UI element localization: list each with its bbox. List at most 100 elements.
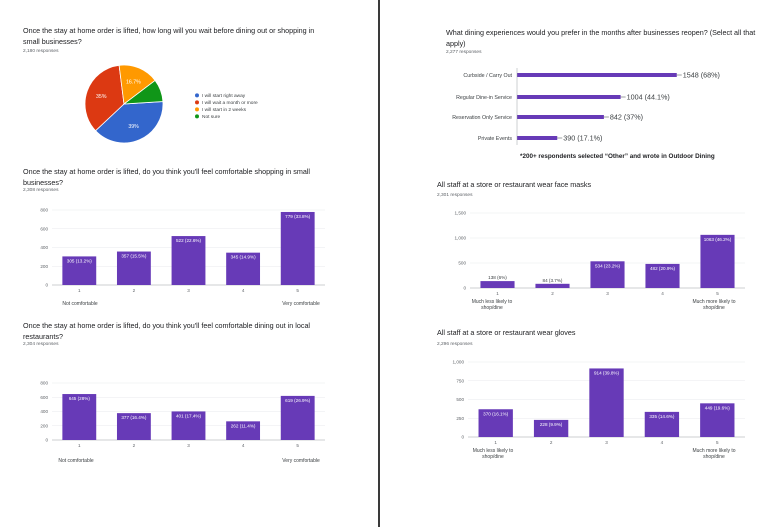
y-tick-label: 250: [456, 416, 464, 421]
bar: [478, 409, 513, 437]
pie-slice-label: 39%: [128, 124, 139, 130]
bar-data-label: 842 (37%): [610, 113, 643, 122]
y-tick-label: 500: [456, 397, 464, 402]
bar-data-label: 1004 (44.1%): [627, 93, 670, 102]
bar-data-label: 522 (22.6%): [176, 238, 201, 243]
response-count: 2,304 responses: [23, 342, 59, 347]
x-tick-label: 4: [242, 443, 245, 448]
bar-data-label: 228 (9.9%): [540, 422, 563, 427]
bar-data-label: 1548 (68%): [683, 71, 720, 80]
x-tick-label: 5: [716, 291, 719, 296]
bar-data-label: 401 (17.4%): [176, 413, 201, 418]
bar-data-label: 138 (6%): [488, 275, 507, 280]
bar-data-label: 370 (16.1%): [483, 411, 508, 416]
bar: [589, 368, 624, 437]
y-tick-label: 750: [456, 378, 464, 383]
axis-end-label: Very comfortable: [282, 458, 320, 464]
legend-marker: [195, 107, 199, 112]
x-tick-label: 5: [716, 440, 719, 445]
pie-slice: [95, 101, 164, 144]
x-tick-label: 1: [78, 288, 81, 293]
x-tick-label: 2: [133, 288, 136, 293]
response-count: 2,301 responses: [437, 193, 473, 198]
bar-data-label: 619 (26.9%): [285, 398, 310, 403]
x-tick-label: 2: [551, 291, 554, 296]
legend-marker: [195, 114, 199, 119]
y-tick-label: 1,500: [455, 211, 467, 216]
response-count: 2,296 responses: [437, 342, 473, 347]
bar: [171, 236, 206, 285]
category-label: Private Events: [478, 136, 513, 142]
axis-end-label: Not comfortable: [58, 458, 94, 464]
axis-end-label: Very comfortable: [282, 301, 320, 307]
bar: [533, 419, 569, 437]
bar: [62, 394, 97, 440]
bar-data-label: 345 (14.9%): [231, 255, 256, 260]
question-title: All staff at a store or restaurant wear …: [437, 328, 576, 337]
bar: [645, 263, 680, 288]
legend-marker: [195, 93, 199, 98]
bar-data-label: 534 (23.2%): [595, 263, 620, 268]
x-tick-label: 3: [187, 288, 190, 293]
panel-divider: [378, 0, 380, 527]
question-title: Once the stay at home order is lifted, d…: [23, 167, 311, 187]
y-tick-label: 600: [40, 226, 48, 231]
pie-slice: [84, 64, 125, 132]
x-tick-label: 3: [606, 291, 609, 296]
category-label: Reservation Only Service: [452, 115, 512, 121]
x-tick-label: 3: [605, 440, 608, 445]
axis-end-label: Not comfortable: [62, 301, 98, 307]
bar-data-label: 84 (3.7%): [543, 278, 563, 283]
bar: [517, 115, 604, 119]
bar: [226, 421, 261, 440]
bar: [62, 256, 97, 285]
bar: [590, 261, 625, 288]
y-tick-label: 800: [40, 208, 48, 213]
y-tick-label: 1,000: [453, 360, 465, 365]
y-tick-label: 0: [461, 435, 464, 440]
bar-data-label: 482 (20.9%): [650, 266, 675, 271]
bar-data-label: 645 (28%): [69, 396, 91, 401]
pie-slice-label: 35%: [96, 94, 107, 100]
legend-marker: [195, 100, 199, 105]
bar: [116, 413, 151, 440]
bar: [480, 281, 515, 288]
y-tick-label: 600: [40, 395, 48, 400]
question-title: All staff at a store or restaurant wear …: [437, 180, 592, 189]
bar-data-label: 357 (15.5%): [121, 254, 146, 259]
x-tick-label: 5: [296, 443, 299, 448]
y-tick-label: 0: [45, 438, 48, 443]
response-count: 2,277 responses: [446, 50, 482, 55]
pie-slice: [122, 79, 164, 105]
bar-data-label: 390 (17.1%): [563, 134, 602, 143]
y-tick-label: 0: [45, 283, 48, 288]
legend-label: I will start right away: [202, 93, 246, 99]
x-tick-label: 2: [550, 440, 553, 445]
bar: [517, 136, 558, 140]
x-tick-label: 4: [661, 291, 664, 296]
y-tick-label: 800: [40, 381, 48, 386]
legend-label: I will wait a month or more: [202, 100, 258, 106]
y-tick-label: 500: [458, 261, 466, 266]
category-label: Curbside / Carry Out: [463, 73, 512, 79]
bar: [700, 403, 735, 437]
bar-data-label: 305 (13.2%): [67, 258, 92, 263]
bar: [644, 411, 680, 437]
bar: [517, 95, 621, 99]
y-tick-label: 0: [463, 286, 466, 291]
question-title: What dining experiences would you prefer…: [446, 28, 756, 48]
bar-data-label: 1063 (46.2%): [704, 237, 732, 242]
bar: [116, 251, 151, 285]
x-tick-label: 3: [187, 443, 190, 448]
question-title: Once the stay at home order is lifted, h…: [23, 26, 315, 46]
bar-data-label: 449 (19.6%): [705, 405, 730, 410]
bar: [700, 234, 735, 288]
axis-end-label: shop/dine: [481, 305, 503, 311]
x-tick-label: 1: [494, 440, 497, 445]
x-tick-label: 4: [242, 288, 245, 293]
bar: [226, 252, 261, 285]
bar: [535, 283, 570, 288]
axis-end-label: Much more likely to: [692, 448, 735, 454]
axis-end-label: shop/dine: [482, 454, 504, 460]
axis-end-label: Much less likely to: [472, 299, 513, 305]
